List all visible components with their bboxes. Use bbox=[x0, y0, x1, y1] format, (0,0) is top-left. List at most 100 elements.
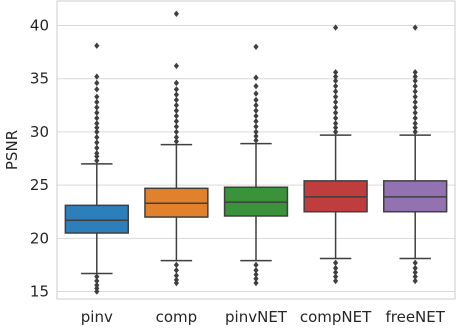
outlier-point bbox=[333, 277, 339, 285]
outlier-point bbox=[333, 269, 339, 276]
outlier-point bbox=[253, 102, 259, 109]
outlier-point bbox=[412, 82, 418, 90]
y-tick-label: 25 bbox=[30, 176, 49, 194]
outlier-point bbox=[173, 107, 179, 114]
outlier-point bbox=[94, 288, 100, 295]
outlier-point bbox=[412, 24, 418, 31]
outlier-point bbox=[333, 104, 339, 111]
outlier-point bbox=[94, 128, 100, 136]
outlier-point bbox=[94, 120, 100, 127]
x-tick-label: freeNET bbox=[385, 308, 445, 326]
y-tick-label: 30 bbox=[30, 123, 49, 141]
outlier-point bbox=[173, 134, 179, 141]
y-axis-title: PSNR bbox=[3, 130, 21, 170]
y-tick-label: 40 bbox=[30, 16, 49, 34]
outlier-point bbox=[412, 104, 418, 111]
outlier-point bbox=[412, 264, 418, 272]
y-tick-label: 15 bbox=[30, 283, 49, 301]
outlier-point bbox=[94, 139, 100, 146]
outlier-point bbox=[94, 277, 100, 285]
outlier-point bbox=[333, 93, 339, 100]
outlier-point bbox=[94, 114, 100, 122]
outlier-point bbox=[253, 261, 259, 269]
outlier-point bbox=[94, 149, 100, 157]
outlier-point bbox=[333, 82, 339, 90]
outlier-point bbox=[94, 42, 100, 49]
outlier-point bbox=[173, 79, 179, 87]
outlier-point bbox=[333, 73, 339, 80]
box-comp bbox=[144, 10, 209, 287]
outlier-point bbox=[94, 73, 100, 80]
x-tick-label: pinvNET bbox=[225, 308, 288, 326]
outlier-point bbox=[173, 96, 179, 104]
outlier-point bbox=[253, 271, 259, 278]
outlier-point bbox=[412, 120, 418, 127]
outlier-point bbox=[94, 134, 100, 141]
outlier-point bbox=[253, 279, 259, 287]
outlier-point bbox=[333, 69, 339, 76]
outlier-point bbox=[412, 73, 418, 80]
box-freeNET bbox=[383, 24, 448, 285]
outlier-point bbox=[333, 128, 339, 136]
outlier-point bbox=[412, 128, 418, 136]
outlier-point bbox=[173, 118, 179, 125]
outlier-point bbox=[173, 62, 179, 70]
box-pinv bbox=[64, 42, 129, 295]
outlier-point bbox=[253, 132, 259, 140]
outlier-point bbox=[333, 120, 339, 127]
plot-area bbox=[56, 0, 456, 300]
outlier-point bbox=[333, 124, 339, 131]
outlier-point bbox=[94, 109, 100, 116]
box-body bbox=[64, 204, 129, 234]
outlier-point bbox=[412, 124, 418, 131]
outlier-point bbox=[253, 74, 259, 81]
outlier-point bbox=[173, 10, 179, 17]
y-tick-label: 20 bbox=[30, 229, 49, 247]
outlier-point bbox=[253, 82, 259, 90]
x-tick-labels: pinv comp pinvNET compNET freeNET bbox=[81, 308, 446, 326]
outlier-point bbox=[412, 88, 418, 95]
outlier-point bbox=[412, 259, 418, 267]
box-pinvNET bbox=[223, 43, 289, 287]
outlier-point bbox=[333, 88, 339, 95]
x-tick-label: compNET bbox=[300, 308, 372, 326]
outlier-point bbox=[94, 86, 100, 93]
x-tick-label: comp bbox=[156, 308, 198, 326]
outlier-point bbox=[173, 123, 179, 130]
outlier-point bbox=[253, 112, 259, 120]
outlier-point bbox=[94, 273, 100, 280]
outlier-point bbox=[173, 112, 179, 120]
y-tick-labels: 15 20 25 30 35 40 bbox=[30, 16, 49, 300]
outlier-point bbox=[253, 43, 259, 50]
outlier-point bbox=[253, 275, 259, 282]
outlier-point bbox=[253, 107, 259, 114]
outlier-point bbox=[412, 269, 418, 276]
outlier-point bbox=[173, 86, 179, 93]
outlier-point bbox=[333, 114, 339, 122]
outlier-point bbox=[333, 273, 339, 280]
outlier-point bbox=[173, 138, 179, 145]
outlier-point bbox=[94, 98, 100, 106]
outlier-point bbox=[253, 267, 259, 274]
outlier-point bbox=[173, 267, 179, 274]
outlier-point bbox=[412, 109, 418, 116]
outlier-point bbox=[253, 96, 259, 104]
outlier-point bbox=[253, 90, 259, 97]
outlier-point bbox=[173, 128, 179, 136]
outlier-point bbox=[333, 77, 339, 85]
outlier-point bbox=[94, 124, 100, 131]
outlier-point bbox=[412, 98, 418, 106]
outlier-point bbox=[173, 272, 179, 279]
outlier-point bbox=[94, 79, 100, 87]
y-tick-label: 35 bbox=[30, 70, 49, 88]
box-compNET bbox=[303, 24, 368, 285]
outlier-point bbox=[333, 24, 339, 31]
outlier-point bbox=[253, 123, 259, 130]
outlier-point bbox=[253, 137, 259, 144]
outlier-point bbox=[412, 277, 418, 285]
outlier-point bbox=[94, 157, 100, 164]
outlier-point bbox=[412, 273, 418, 280]
outlier-point bbox=[412, 93, 418, 100]
outlier-point bbox=[253, 118, 259, 125]
